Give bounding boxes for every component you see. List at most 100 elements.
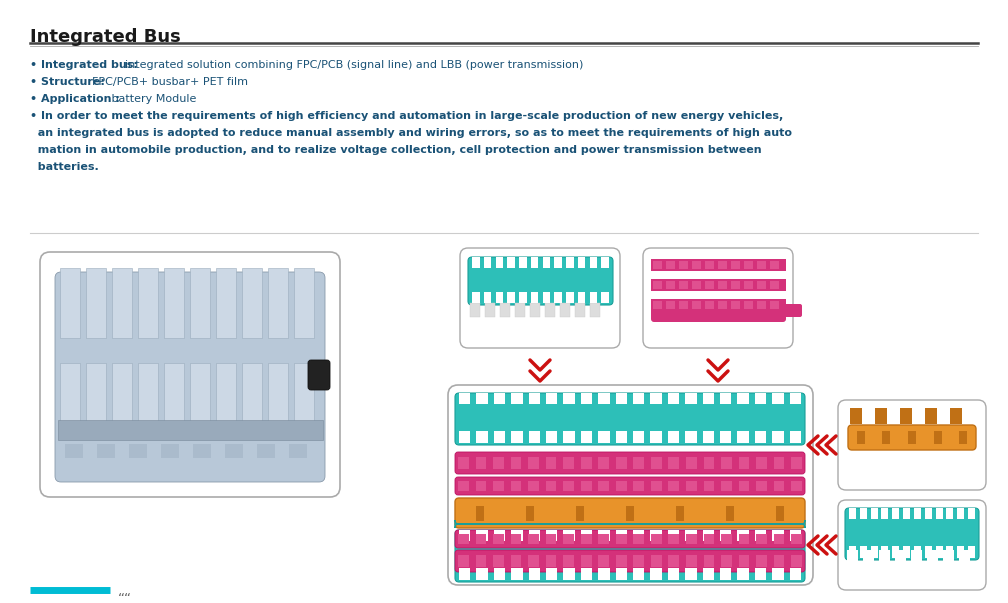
Bar [791, 534, 802, 544]
Bar [616, 568, 627, 579]
Bar [666, 301, 675, 309]
Bar [633, 568, 644, 579]
Text: • Structure:: • Structure: [30, 77, 105, 87]
Text: integrated solution combining FPC/PCB (signal line) and LBB (power transmission): integrated solution combining FPC/PCB (s… [118, 60, 584, 70]
FancyBboxPatch shape [86, 268, 106, 338]
Bar [493, 457, 504, 469]
Bar [667, 393, 679, 405]
Text: mation in automobile production, and to realize voltage collection, cell protect: mation in automobile production, and to … [30, 145, 762, 155]
Bar [511, 481, 521, 491]
Bar [472, 257, 480, 268]
Bar [924, 508, 931, 519]
Bar [704, 534, 715, 544]
Bar [458, 481, 469, 491]
Bar [756, 555, 767, 567]
Bar [58, 420, 323, 440]
Bar [566, 292, 574, 303]
Bar [458, 457, 469, 469]
Bar [576, 505, 584, 520]
Bar [739, 457, 749, 469]
Bar [958, 546, 965, 558]
Bar [770, 281, 779, 289]
Bar [703, 431, 714, 443]
Bar [686, 555, 697, 567]
FancyBboxPatch shape [242, 363, 262, 433]
Bar [542, 292, 550, 303]
Bar [686, 534, 697, 544]
Bar [554, 292, 561, 303]
Bar [863, 550, 874, 563]
Bar [545, 303, 555, 317]
Bar [257, 444, 275, 458]
Bar [703, 530, 714, 541]
Bar [770, 301, 779, 309]
Bar [633, 431, 644, 443]
Bar [849, 508, 856, 519]
Bar [477, 431, 488, 443]
Bar [650, 393, 662, 405]
Bar [791, 481, 802, 491]
FancyBboxPatch shape [455, 452, 805, 474]
Bar [705, 281, 714, 289]
Bar [511, 457, 521, 469]
Bar [650, 431, 662, 443]
FancyBboxPatch shape [838, 500, 986, 590]
Bar [225, 444, 243, 458]
Bar [947, 508, 954, 519]
Bar [616, 534, 627, 544]
Bar [581, 393, 592, 405]
Bar [726, 505, 734, 520]
Bar [653, 281, 662, 289]
Bar [774, 555, 784, 567]
Bar [744, 301, 753, 309]
Bar [860, 546, 867, 558]
Bar [692, 261, 701, 269]
Bar [686, 481, 697, 491]
Bar [721, 534, 732, 544]
Bar [581, 568, 592, 579]
Bar [563, 530, 575, 541]
Bar [546, 393, 557, 405]
Bar [968, 508, 975, 519]
Bar [493, 481, 504, 491]
FancyBboxPatch shape [86, 363, 106, 433]
Bar [871, 546, 878, 558]
Bar [626, 505, 634, 520]
Bar [756, 534, 767, 544]
FancyBboxPatch shape [60, 268, 80, 338]
Bar [598, 530, 610, 541]
Bar [500, 303, 510, 317]
Bar [703, 393, 714, 405]
Bar [718, 281, 727, 289]
Bar [960, 431, 968, 444]
Bar [476, 534, 486, 544]
Bar [927, 550, 938, 563]
Bar [65, 444, 83, 458]
Text: Integrated Bus: Integrated Bus [30, 28, 180, 46]
FancyBboxPatch shape [308, 360, 330, 390]
Bar [545, 481, 556, 491]
FancyBboxPatch shape [643, 248, 793, 348]
Bar [757, 301, 766, 309]
Bar [578, 292, 586, 303]
Bar [530, 303, 540, 317]
Bar [494, 530, 505, 541]
Bar [616, 555, 627, 567]
Bar [511, 534, 521, 544]
Bar [875, 408, 887, 424]
FancyBboxPatch shape [164, 363, 184, 433]
Bar [289, 444, 307, 458]
Bar [871, 508, 878, 519]
Bar [850, 408, 862, 424]
Bar [668, 457, 679, 469]
Bar [738, 530, 749, 541]
Bar [668, 555, 679, 567]
Bar [616, 530, 627, 541]
Bar [679, 261, 688, 269]
Bar [590, 292, 597, 303]
Bar [667, 568, 679, 579]
Bar [485, 303, 495, 317]
Bar [515, 303, 525, 317]
Bar [528, 555, 539, 567]
Bar [755, 393, 766, 405]
